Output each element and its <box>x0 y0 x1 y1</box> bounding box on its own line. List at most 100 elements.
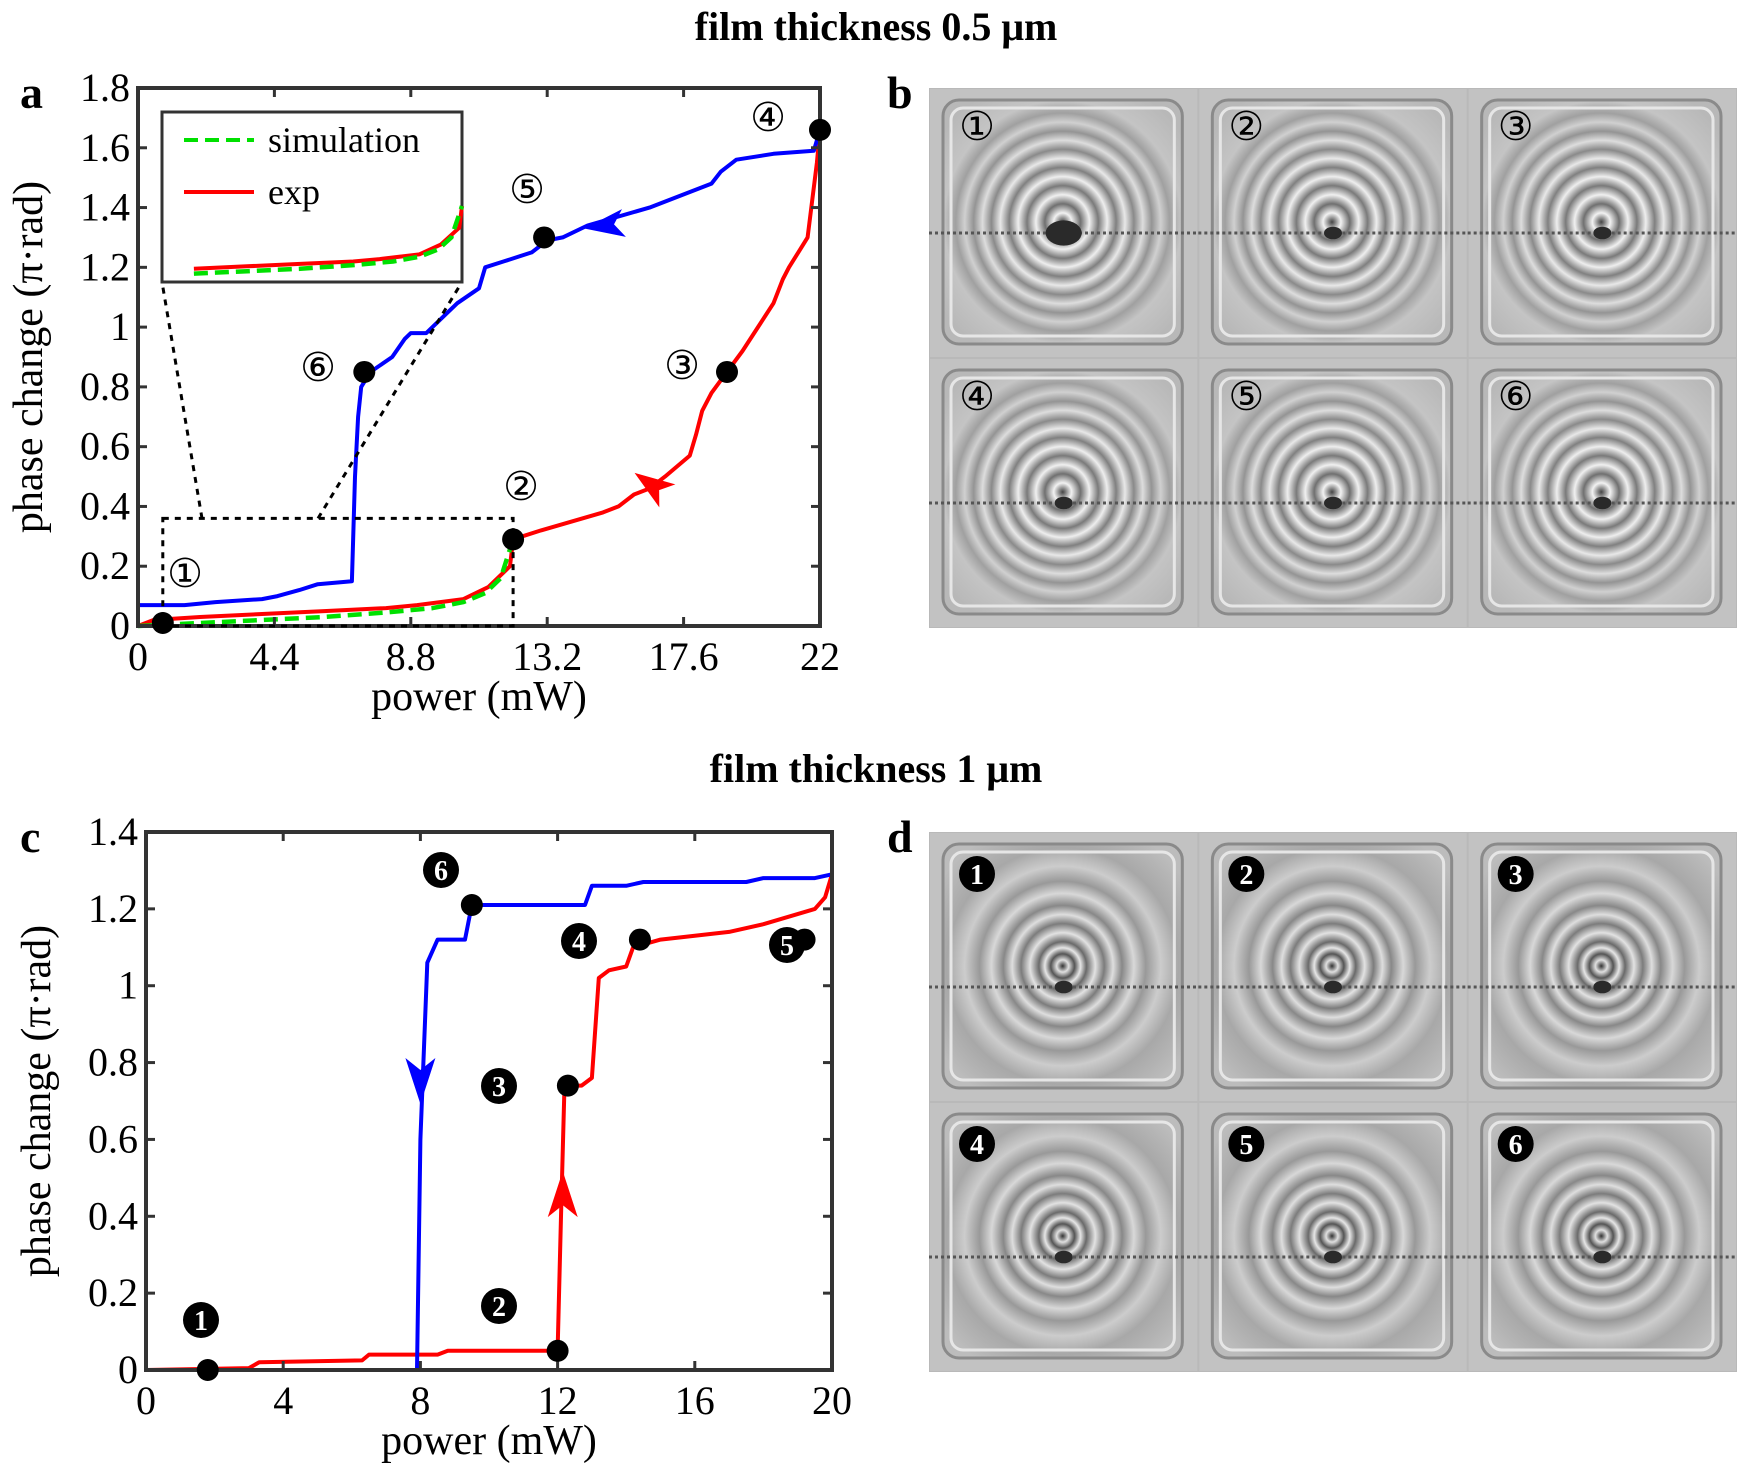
marker-label-badge <box>769 927 805 963</box>
axes-frame <box>144 830 834 1372</box>
membrane-edge <box>949 106 1176 338</box>
membrane <box>941 842 1184 1090</box>
y-tick-label: 1 <box>110 304 130 349</box>
membrane-edge <box>1218 106 1446 338</box>
membrane <box>1480 842 1723 1090</box>
cell-label: 3 <box>1509 860 1523 891</box>
heater-spot <box>1045 220 1082 246</box>
cell-label: ⑤ <box>1228 374 1264 419</box>
panel-label-a: a <box>20 67 43 118</box>
heater-spot <box>1593 226 1612 240</box>
series-decreasing-line <box>138 129 822 608</box>
cell-label-badge <box>959 856 995 892</box>
heater-spot <box>1054 1250 1073 1264</box>
y-tick-label: 1.2 <box>80 244 130 289</box>
membrane <box>1210 98 1454 346</box>
cell-label: ② <box>1228 104 1264 149</box>
membrane-edge <box>949 376 1176 608</box>
marker-label-badge <box>561 923 597 959</box>
heater-spot <box>1054 980 1073 994</box>
direction-arrow <box>634 472 676 508</box>
cell-label: ④ <box>959 374 995 419</box>
x-tick-label: 4.4 <box>249 634 299 679</box>
marker-label: 3 <box>492 1072 506 1103</box>
marker-label: ⑤ <box>509 167 545 212</box>
membrane-edge <box>949 1120 1176 1352</box>
cell-label-badge <box>1497 1126 1534 1162</box>
marker-label: ③ <box>664 343 700 388</box>
heater-spot <box>1324 1250 1342 1264</box>
membrane-edge <box>1488 376 1715 608</box>
membrane <box>1480 1112 1723 1360</box>
y-tick-label: 0.6 <box>88 1116 138 1161</box>
data-marker-3 <box>556 1074 579 1097</box>
y-axis-label: phase change (π·rad) <box>14 925 60 1277</box>
micrograph-cell-1: ① <box>929 89 1199 357</box>
inset-exp-line <box>193 205 464 271</box>
micrograph-cell-4: 4 <box>929 1103 1199 1371</box>
membrane <box>1480 368 1723 616</box>
heater-spot <box>1054 496 1073 510</box>
y-tick-label: 1.2 <box>88 886 138 931</box>
heater-spot <box>1324 496 1342 510</box>
direction-arrow <box>584 209 626 237</box>
marker-label: ④ <box>750 95 786 140</box>
panel-label-b: b <box>887 67 913 118</box>
data-marker-4 <box>809 118 831 141</box>
membrane-edge <box>949 850 1176 1082</box>
data-marker-6 <box>460 894 483 917</box>
membrane <box>1210 842 1454 1090</box>
cell-label-badge <box>1228 856 1265 892</box>
marker-label: ① <box>167 551 203 596</box>
image-grid-d: 1 2 3 4 5 6 <box>929 832 1737 1372</box>
x-axis-label: power (mW) <box>381 1418 597 1464</box>
data-marker-1 <box>196 1359 219 1381</box>
micrograph-cell-3: 3 <box>1467 833 1737 1101</box>
marker-label: 1 <box>194 1306 208 1337</box>
x-tick-label: 22 <box>800 634 840 679</box>
membrane <box>1480 98 1723 346</box>
cell-label: 6 <box>1509 1130 1523 1161</box>
zoom-connector-left <box>160 281 204 519</box>
x-axis-label: power (mW) <box>371 674 587 720</box>
micrograph-cell-5: 5 <box>1198 1103 1468 1371</box>
x-tick-label: 0 <box>128 634 148 679</box>
x-tick-label: 20 <box>812 1378 852 1423</box>
data-marker-5 <box>533 226 556 249</box>
data-marker-2 <box>546 1339 569 1362</box>
x-tick-label: 4 <box>273 1378 293 1423</box>
legend-label-exp: exp <box>268 172 320 212</box>
inset-simulation-line <box>193 205 465 276</box>
membrane-edge <box>1488 106 1715 338</box>
cell-label-badge <box>1497 856 1534 892</box>
membrane <box>1210 368 1454 616</box>
y-tick-label: 0.8 <box>80 364 130 409</box>
zoom-connector-right <box>316 281 464 520</box>
y-tick-label: 0.4 <box>80 483 130 528</box>
x-tick-label: 17.6 <box>649 634 719 679</box>
cell-label: 1 <box>970 860 984 891</box>
marker-label: ⑥ <box>300 345 336 390</box>
membrane-edge <box>1218 1120 1446 1352</box>
cell-label: 5 <box>1239 1130 1253 1161</box>
direction-arrow <box>547 1171 578 1218</box>
micrograph-cell-1: 1 <box>929 833 1199 1101</box>
data-marker-3 <box>716 360 738 383</box>
series-increasing-line <box>145 873 834 1372</box>
micrograph-cell-2: ② <box>1198 89 1468 357</box>
heater-spot <box>1593 1250 1612 1264</box>
x-tick-label: 12 <box>538 1378 578 1423</box>
marker-label: 4 <box>572 927 586 958</box>
data-marker-1 <box>151 612 174 635</box>
panel-label-d: d <box>887 811 913 862</box>
membrane-edge <box>1218 850 1446 1082</box>
marker-label-badge <box>481 1068 517 1104</box>
membrane <box>941 1112 1184 1360</box>
title-bottom: film thickness 1 μm <box>710 746 1043 791</box>
y-tick-label: 0.4 <box>88 1193 138 1238</box>
marker-label-badge <box>423 852 459 888</box>
axes-frame <box>136 86 822 628</box>
chart-a: 0 4.4 8.8 13.2 17.6 22 0 0.2 0.4 0.6 0.8 1 1.2 1.4 1.6… <box>6 65 840 720</box>
